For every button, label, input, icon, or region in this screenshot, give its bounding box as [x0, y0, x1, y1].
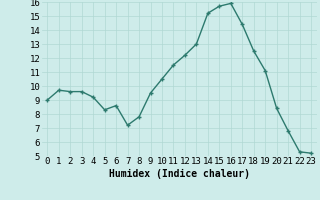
X-axis label: Humidex (Indice chaleur): Humidex (Indice chaleur) — [109, 169, 250, 179]
